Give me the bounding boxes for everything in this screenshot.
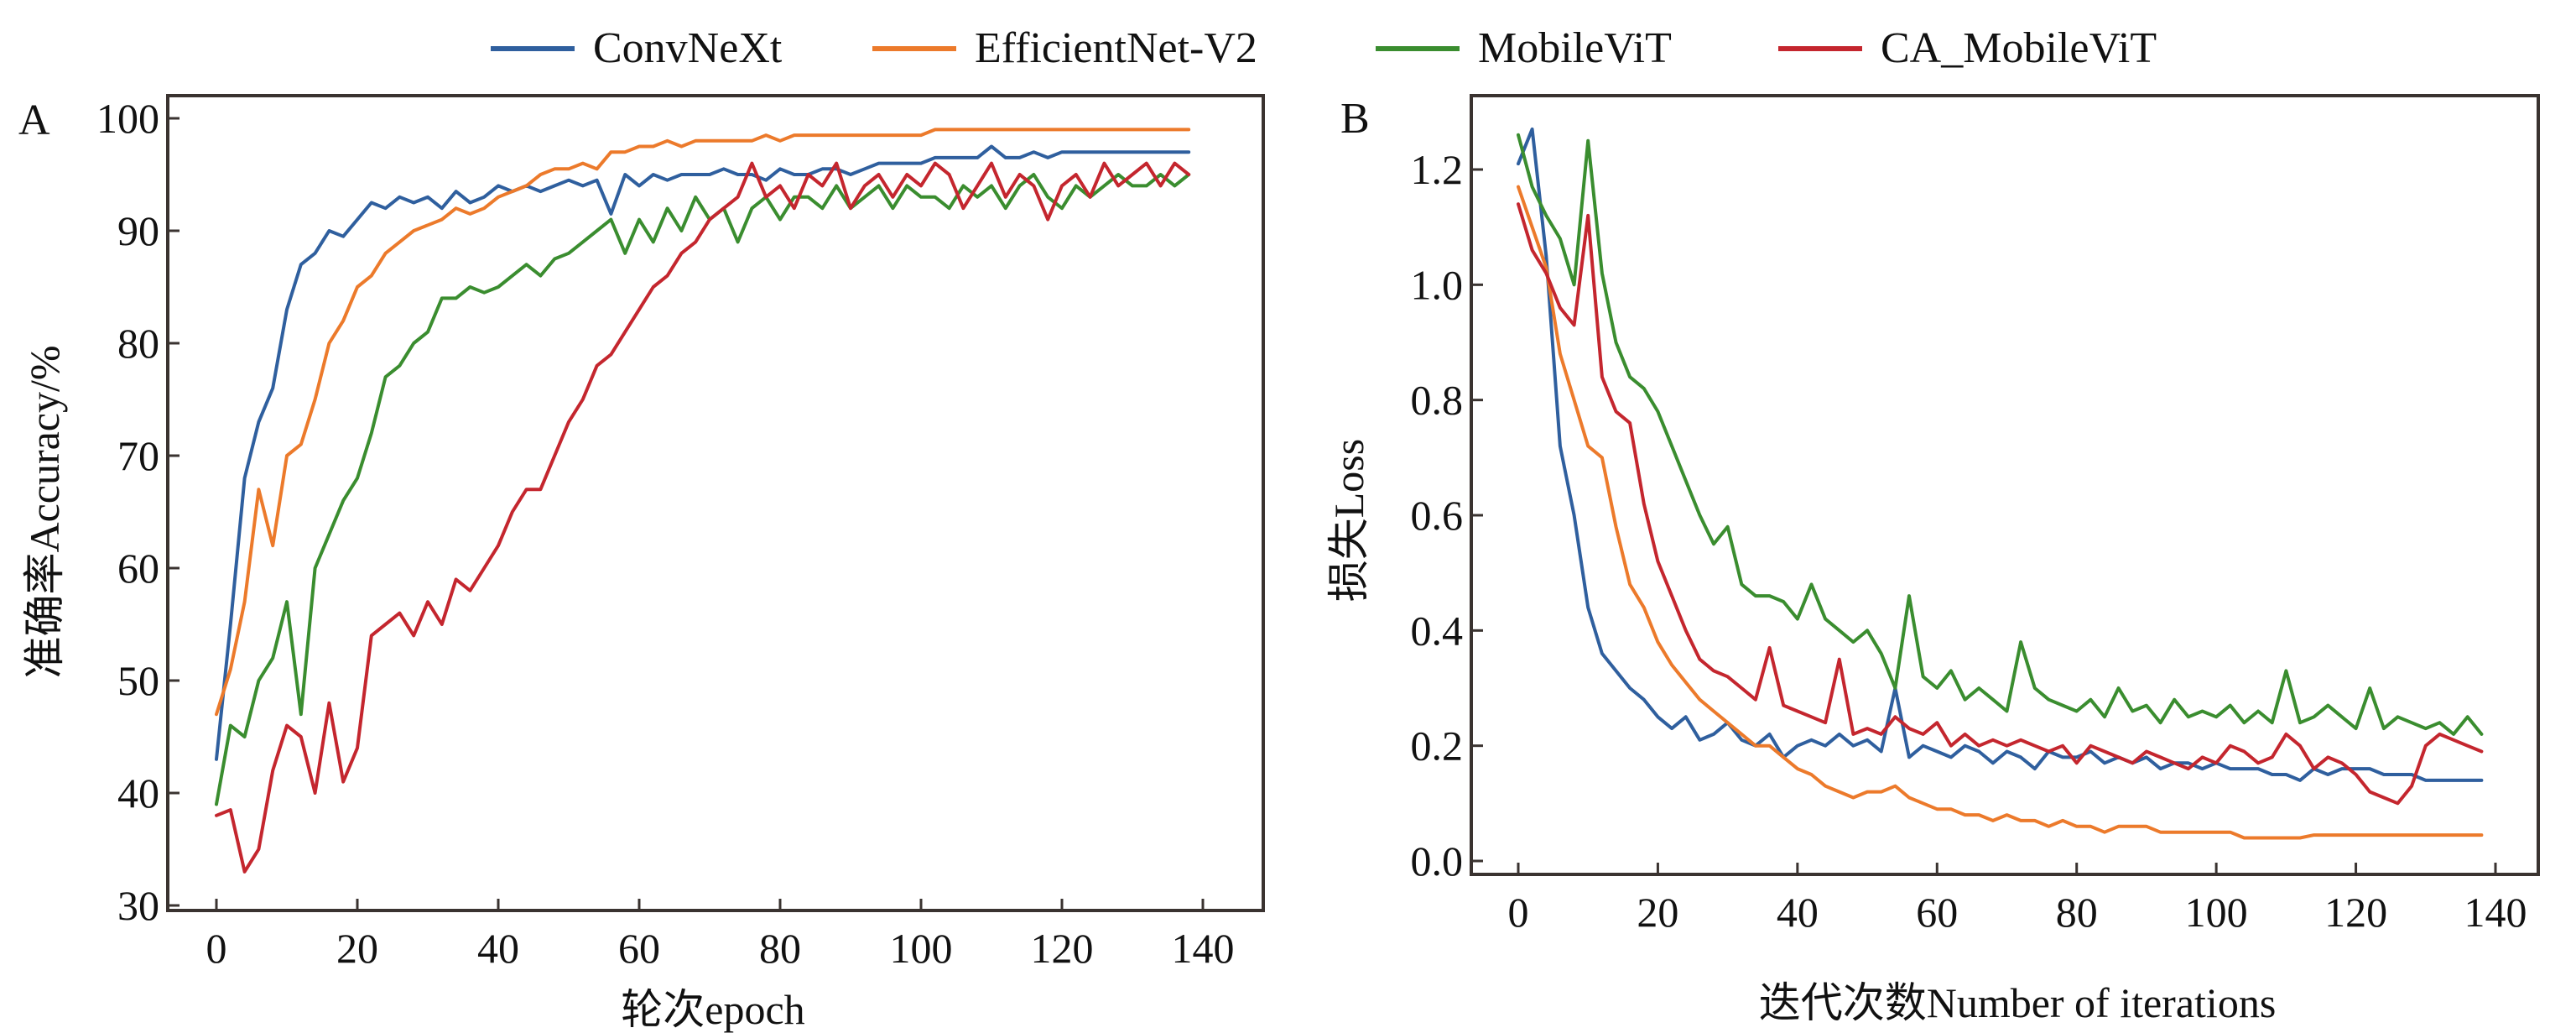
y-tick-label: 0.4 (1411, 607, 1464, 654)
y-axis-title-a: 准确率Accuracy/% (21, 345, 68, 678)
plot-frame-a (166, 94, 1265, 912)
plot-frame-b (1470, 94, 2540, 876)
x-tick-label: 100 (890, 925, 953, 972)
series-line-convnext (1517, 127, 2484, 782)
y-tick-label: 60 (117, 545, 159, 592)
x-tick-label: 80 (2056, 889, 2098, 936)
y-tick-label: 90 (117, 207, 159, 254)
legend-label: ConvNeXt (593, 24, 783, 72)
series-lines-b (1517, 127, 2484, 840)
y-tick-label: 30 (117, 882, 159, 929)
axis-ticks-b: 0 20 40 60 80 100 120 140 0.0 0.2 0.4 0.6 0.8 1.0 1.2 (1411, 146, 2527, 936)
x-tick-label: 60 (618, 925, 660, 972)
axis-ticks-a: 0 20 40 60 80 100 120 140 30 40 50 60 70 80 90 100 (96, 95, 1235, 972)
legend-label: MobileViT (1478, 24, 1672, 72)
x-tick-label: 100 (2185, 889, 2248, 936)
x-tick-label: 0 (206, 925, 227, 972)
accuracy-chart: A 0 20 40 60 80 100 120 140 30 40 50 60 70 80 90 100 轮次… (18, 94, 1265, 1033)
x-tick-label: 20 (336, 925, 378, 972)
series-line-efficientnet-v2 (215, 128, 1191, 717)
x-tick-label: 140 (1172, 925, 1235, 972)
series-line-mobilevit (1517, 133, 2484, 736)
y-tick-label: 1.0 (1411, 261, 1464, 308)
x-tick-label: 80 (759, 925, 801, 972)
x-tick-label: 140 (2464, 889, 2527, 936)
y-tick-label: 0.8 (1411, 377, 1464, 424)
series-lines-a (215, 128, 1191, 874)
y-tick-label: 40 (117, 770, 159, 816)
y-tick-label: 0.2 (1411, 723, 1464, 770)
y-tick-label: 100 (96, 95, 159, 142)
series-line-ca-mobilevit (215, 161, 1191, 874)
panel-label-a: A (18, 97, 50, 144)
series-line-convnext (215, 144, 1191, 761)
series-line-efficientnet-v2 (1517, 185, 2484, 840)
y-tick-label: 80 (117, 320, 159, 367)
x-tick-label: 20 (1637, 889, 1678, 936)
legend-label: CA_MobileViT (1881, 24, 2157, 72)
y-tick-label: 0.0 (1411, 837, 1464, 884)
x-tick-label: 40 (477, 925, 519, 972)
x-tick-label: 60 (1916, 889, 1958, 936)
y-tick-label: 70 (117, 432, 159, 479)
x-tick-label: 120 (1031, 925, 1094, 972)
legend: ConvNeXt EfficientNet-V2 MobileViT CA_Mobil… (491, 24, 2157, 72)
series-line-ca-mobilevit (1517, 202, 2484, 806)
y-axis-title-b: 损失Loss (1325, 439, 1372, 602)
y-tick-label: 50 (117, 657, 159, 704)
y-tick-label: 1.2 (1411, 146, 1464, 193)
x-tick-label: 120 (2324, 889, 2387, 936)
panel-label-b: B (1340, 95, 1370, 143)
legend-label: EfficientNet-V2 (975, 24, 1257, 72)
x-tick-label: 40 (1777, 889, 1819, 936)
x-axis-title-a: 轮次epoch (621, 986, 804, 1033)
x-axis-title-b: 迭代次数Number of iterations (1759, 979, 2277, 1026)
loss-chart: B 0 20 40 60 80 100 120 140 0.0 0.2 0.4 0.6 0.8 1.0 1.… (1325, 94, 2540, 1026)
x-tick-label: 0 (1508, 889, 1529, 936)
y-tick-label: 0.6 (1411, 492, 1464, 539)
